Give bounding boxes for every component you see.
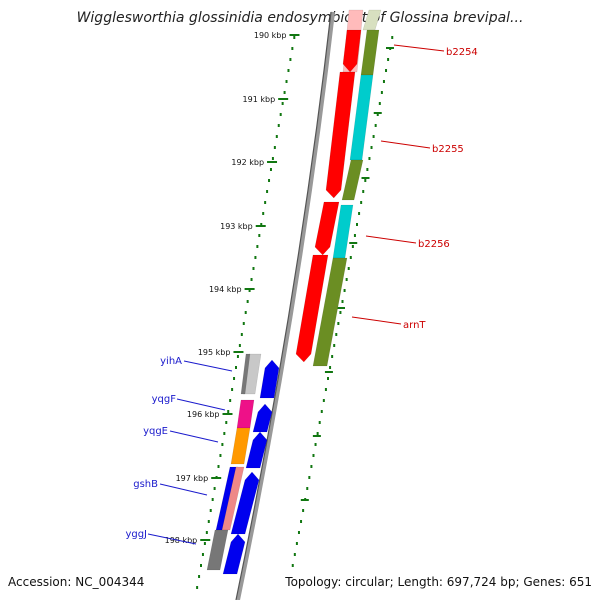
kbp-tick-label: 197 kbp bbox=[176, 474, 209, 483]
kbp-tick-label: 191 kbp bbox=[243, 95, 276, 104]
leader-line bbox=[183, 360, 233, 372]
backbone-edge bbox=[235, 11, 332, 600]
gene-label-yqgF: yqgF bbox=[152, 394, 177, 405]
kbp-tick-label: 192 kbp bbox=[231, 158, 264, 167]
feature-track bbox=[206, 9, 382, 575]
gene-block-olive bbox=[362, 9, 382, 31]
gene-label-b2256: b2256 bbox=[418, 239, 450, 250]
kbp-tick-label: 194 kbp bbox=[209, 285, 242, 294]
gene-block-red bbox=[295, 254, 329, 363]
kbp-tick-label: 193 kbp bbox=[220, 222, 253, 231]
gene-label-yihA: yihA bbox=[160, 356, 182, 367]
gene-block-blue bbox=[245, 431, 268, 469]
gene-label-gshB: gshB bbox=[133, 479, 158, 490]
leader-line bbox=[351, 316, 402, 325]
gene-block-blue bbox=[222, 533, 246, 575]
gene-block-red bbox=[314, 201, 340, 256]
gene-block-olive bbox=[312, 257, 348, 367]
gene-block-red bbox=[325, 71, 356, 199]
gene-block-olive bbox=[341, 159, 364, 201]
leader-line bbox=[147, 533, 197, 545]
kbp-tick-label: 196 kbp bbox=[187, 410, 220, 419]
kbp-tick-track: 190 kbp 191 kbp 192 kbp 193 kbp 194 kbp 195 k… bbox=[165, 31, 300, 589]
gene-label-b2255: b2255 bbox=[432, 144, 464, 155]
accession-text: Accession: NC_004344 bbox=[8, 575, 145, 589]
gene-block-red bbox=[342, 29, 362, 73]
gene-block-blue bbox=[259, 359, 280, 399]
inner-tick-track bbox=[291, 36, 394, 567]
gene-block-magenta bbox=[236, 399, 255, 429]
gene-block-gray bbox=[240, 353, 251, 395]
gene-block-orange bbox=[230, 427, 251, 465]
kbp-tick-label: 190 kbp bbox=[254, 31, 287, 40]
gene-block-gray bbox=[206, 529, 229, 571]
leader-line bbox=[176, 398, 226, 411]
topology-text: Topology: circular; Length: 697,724 bp; … bbox=[285, 575, 592, 589]
backbone-line bbox=[236, 11, 335, 600]
gene-label-arnT: arnT bbox=[403, 320, 426, 331]
leader-line bbox=[159, 483, 208, 496]
kbp-tick-label: 195 kbp bbox=[198, 348, 231, 357]
leader-line bbox=[365, 235, 417, 244]
leader-line bbox=[169, 430, 219, 443]
map-title: Wigglesworthia glossinidia endosymbiont … bbox=[76, 10, 524, 26]
gene-label-yggJ: yggJ bbox=[125, 529, 147, 540]
label-layer: b2254 b2255 b2256 arnT yihA yqgF yqgE gshB yggJ bbox=[125, 44, 478, 545]
leader-line bbox=[380, 140, 431, 149]
gene-block-olive bbox=[360, 29, 380, 76]
gene-label-yqgE: yqgE bbox=[143, 426, 168, 437]
leader-line bbox=[393, 44, 445, 52]
gene-block-salmon bbox=[221, 466, 245, 531]
sequence-backbone bbox=[235, 11, 335, 600]
gene-label-b2254: b2254 bbox=[446, 47, 478, 58]
gene-block-cyan bbox=[349, 74, 374, 161]
